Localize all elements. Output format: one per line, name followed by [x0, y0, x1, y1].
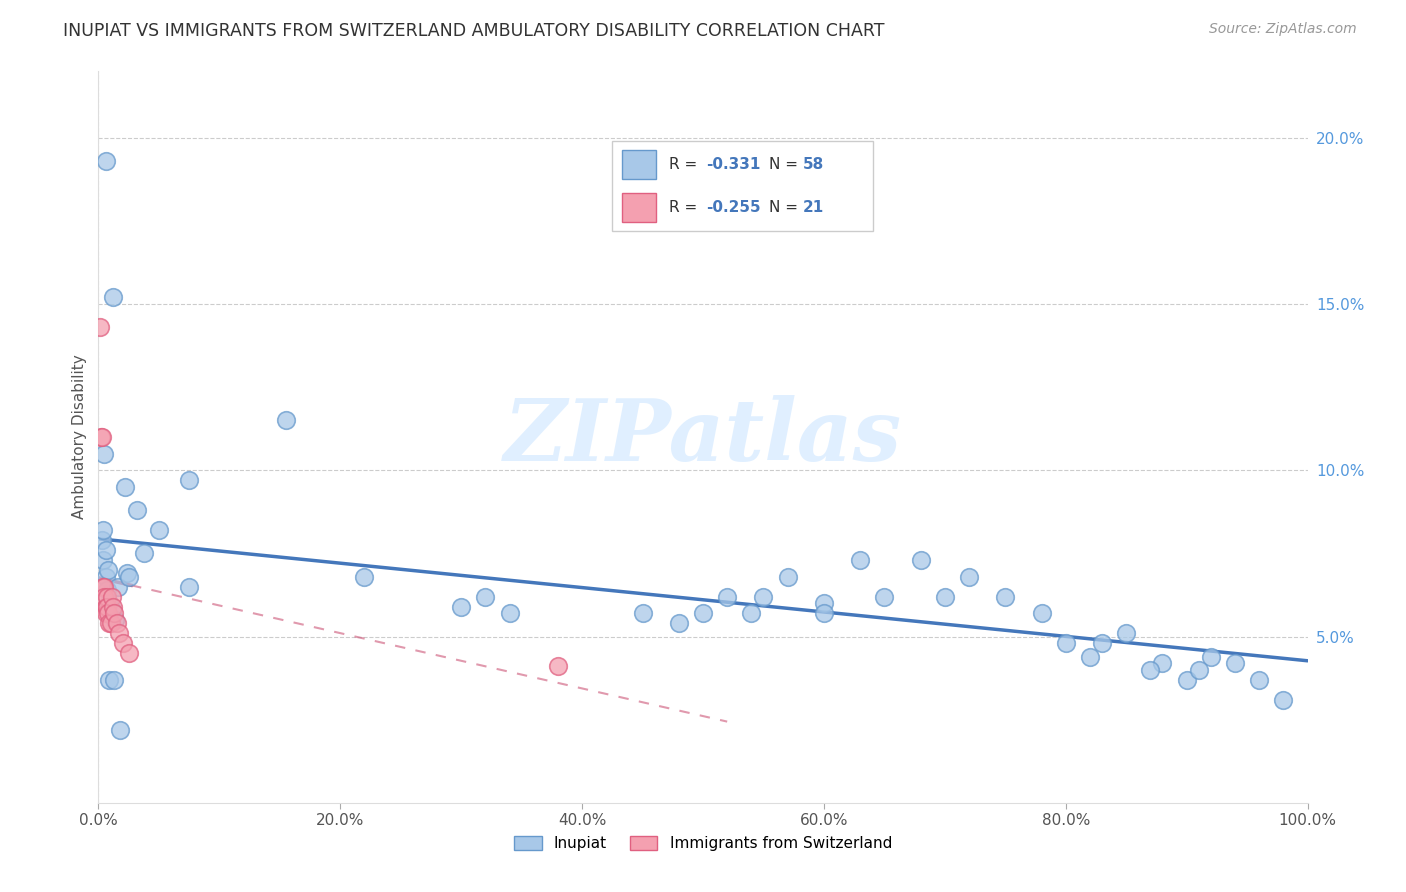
- Point: [776, 570, 799, 584]
- Point: [274, 413, 297, 427]
- Text: R =: R =: [669, 157, 702, 171]
- Point: [100, 590, 122, 604]
- Point: [111, 636, 134, 650]
- Text: -0.331: -0.331: [706, 157, 761, 171]
- Point: [692, 607, 714, 621]
- Point: [117, 566, 139, 581]
- Point: [148, 523, 170, 537]
- Point: [91, 523, 114, 537]
- Point: [101, 599, 124, 614]
- Point: [94, 154, 117, 169]
- Point: [91, 430, 114, 444]
- Point: [96, 582, 118, 597]
- Point: [91, 553, 114, 567]
- Point: [1223, 656, 1246, 670]
- FancyBboxPatch shape: [612, 142, 873, 231]
- Point: [114, 480, 136, 494]
- Point: [752, 590, 775, 604]
- Text: 21: 21: [803, 200, 824, 214]
- Point: [118, 570, 141, 584]
- Point: [104, 613, 127, 627]
- Point: [89, 320, 111, 334]
- Point: [813, 596, 835, 610]
- Point: [91, 533, 114, 548]
- Point: [98, 596, 121, 610]
- Y-axis label: Ambulatory Disability: Ambulatory Disability: [72, 355, 87, 519]
- FancyBboxPatch shape: [621, 194, 657, 222]
- Point: [873, 590, 896, 604]
- Point: [450, 599, 472, 614]
- Point: [668, 616, 690, 631]
- Point: [93, 447, 115, 461]
- Point: [498, 607, 520, 621]
- Point: [353, 570, 375, 584]
- Point: [740, 607, 762, 621]
- Point: [91, 580, 114, 594]
- Point: [98, 673, 121, 687]
- Text: 58: 58: [803, 157, 824, 171]
- Point: [631, 607, 654, 621]
- Point: [105, 616, 128, 631]
- Point: [474, 590, 496, 604]
- Point: [813, 607, 835, 621]
- Point: [94, 570, 117, 584]
- Point: [1115, 626, 1137, 640]
- Point: [547, 659, 569, 673]
- Point: [96, 599, 118, 614]
- Point: [1249, 673, 1271, 687]
- Text: N =: N =: [769, 200, 803, 214]
- Point: [100, 603, 122, 617]
- Point: [108, 626, 131, 640]
- Point: [94, 607, 117, 621]
- Point: [118, 646, 141, 660]
- Point: [1272, 692, 1295, 706]
- Point: [97, 563, 120, 577]
- Point: [994, 590, 1017, 604]
- FancyBboxPatch shape: [621, 151, 657, 179]
- Point: [934, 590, 956, 604]
- Point: [97, 607, 120, 621]
- Point: [101, 290, 124, 304]
- Point: [134, 546, 156, 560]
- Legend: Inupiat, Immigrants from Switzerland: Inupiat, Immigrants from Switzerland: [508, 830, 898, 857]
- Point: [1139, 663, 1161, 677]
- Point: [1188, 663, 1211, 677]
- Point: [716, 590, 738, 604]
- Point: [849, 553, 872, 567]
- Point: [179, 473, 201, 487]
- Point: [93, 590, 115, 604]
- Point: [1091, 636, 1114, 650]
- Point: [1175, 673, 1198, 687]
- Point: [103, 607, 125, 621]
- Point: [910, 553, 932, 567]
- Point: [957, 570, 980, 584]
- Point: [1199, 649, 1222, 664]
- Point: [127, 503, 149, 517]
- Point: [107, 580, 129, 594]
- Text: R =: R =: [669, 200, 702, 214]
- Point: [1031, 607, 1053, 621]
- Point: [96, 590, 118, 604]
- Point: [108, 723, 131, 737]
- Point: [103, 673, 125, 687]
- Point: [94, 599, 117, 614]
- Point: [1152, 656, 1174, 670]
- Point: [98, 616, 121, 631]
- Text: -0.255: -0.255: [706, 200, 761, 214]
- Point: [90, 430, 112, 444]
- Text: ZIPatlas: ZIPatlas: [503, 395, 903, 479]
- Point: [100, 616, 122, 631]
- Point: [1054, 636, 1077, 650]
- Point: [1078, 649, 1101, 664]
- Text: INUPIAT VS IMMIGRANTS FROM SWITZERLAND AMBULATORY DISABILITY CORRELATION CHART: INUPIAT VS IMMIGRANTS FROM SWITZERLAND A…: [63, 22, 884, 40]
- Point: [179, 580, 201, 594]
- Point: [93, 580, 115, 594]
- Point: [94, 543, 117, 558]
- Text: N =: N =: [769, 157, 803, 171]
- Text: Source: ZipAtlas.com: Source: ZipAtlas.com: [1209, 22, 1357, 37]
